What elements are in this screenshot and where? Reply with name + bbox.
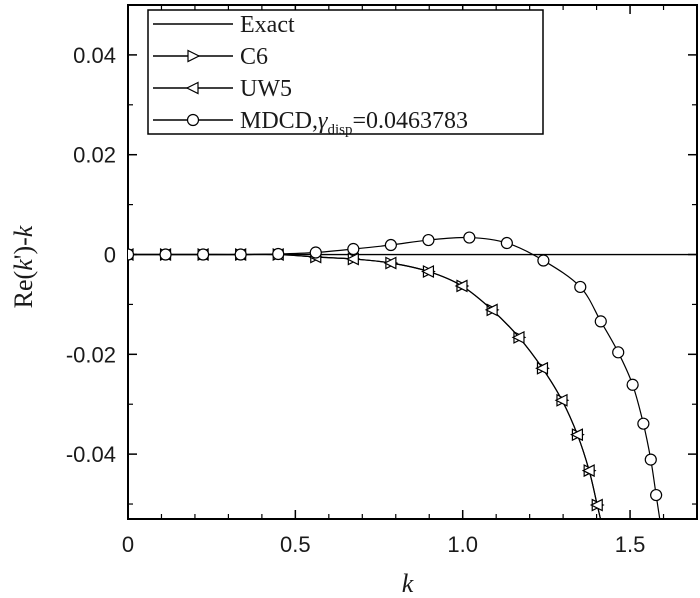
circle-marker [463, 231, 476, 244]
legend-label: MDCD,γdisp=0.0463783 [240, 108, 468, 138]
triangle-right-marker [187, 49, 201, 63]
series-line [128, 253, 602, 519]
triangle-left-marker [511, 330, 525, 344]
circle-marker [159, 248, 172, 261]
circle-marker [637, 417, 650, 430]
circle-marker [612, 346, 625, 359]
y-tick-label: 0.04 [73, 43, 116, 68]
legend-label: Exact [240, 12, 295, 38]
series-line [128, 236, 661, 519]
series-layer [128, 231, 697, 519]
y-tick-label: -0.04 [66, 442, 116, 467]
x-axis-label: k [402, 569, 414, 598]
circle-marker [347, 242, 360, 256]
series-mdcd [128, 231, 663, 519]
x-tick-label: 0.5 [280, 532, 311, 557]
y-tick-label: 0 [104, 243, 116, 268]
triangle-left-marker [383, 256, 397, 270]
circle-marker [128, 248, 135, 261]
legend-label: UW5 [240, 76, 292, 102]
circle-marker [272, 247, 285, 261]
triangle-left-marker [345, 252, 359, 266]
triangle-left-marker [535, 361, 549, 375]
triangle-left-marker [589, 498, 603, 512]
circle-marker [500, 236, 513, 250]
circle-marker [574, 280, 587, 294]
circle-marker [594, 315, 607, 328]
plot-frame [127, 4, 698, 520]
circle-marker [197, 248, 210, 261]
circle-marker [626, 378, 639, 391]
series-uw5 [128, 248, 603, 519]
axis-labels: k Re(k')-k [9, 225, 414, 598]
triangle-left-marker [570, 428, 584, 442]
circle-marker [309, 246, 322, 259]
circle-marker [650, 488, 663, 502]
axis-ticks: 0 0.5 1.0 1.5 -0.04 -0.02 0 0.02 0.04 [66, 4, 697, 557]
plot-area [127, 4, 698, 520]
triangle-left-marker [554, 393, 568, 407]
legend: Exact C6 UW5 MDCD,γdisp=0.0463783 [147, 9, 544, 138]
circle-marker [234, 248, 247, 261]
triangle-left-marker [421, 265, 435, 278]
legend-label: C6 [240, 44, 268, 70]
triangle-left-marker [484, 303, 498, 317]
circle-marker [644, 453, 657, 466]
y-tick-label: -0.02 [66, 342, 116, 367]
triangle-left-marker [581, 464, 595, 478]
circle-marker [422, 233, 435, 247]
legend-box [147, 9, 544, 135]
triangle-left-marker [454, 279, 468, 293]
x-tick-label: 1.0 [447, 532, 478, 557]
series-c6 [128, 248, 605, 519]
circle-marker [537, 254, 550, 267]
y-axis-label: Re(k')-k [9, 225, 38, 308]
x-tick-label: 1.5 [615, 532, 646, 557]
circle-marker [384, 238, 397, 252]
y-tick-label: 0.02 [73, 143, 116, 168]
series-line [128, 253, 602, 519]
triangle-left-marker [185, 81, 199, 95]
x-tick-label: 0 [122, 532, 134, 557]
circle-marker [186, 113, 200, 127]
